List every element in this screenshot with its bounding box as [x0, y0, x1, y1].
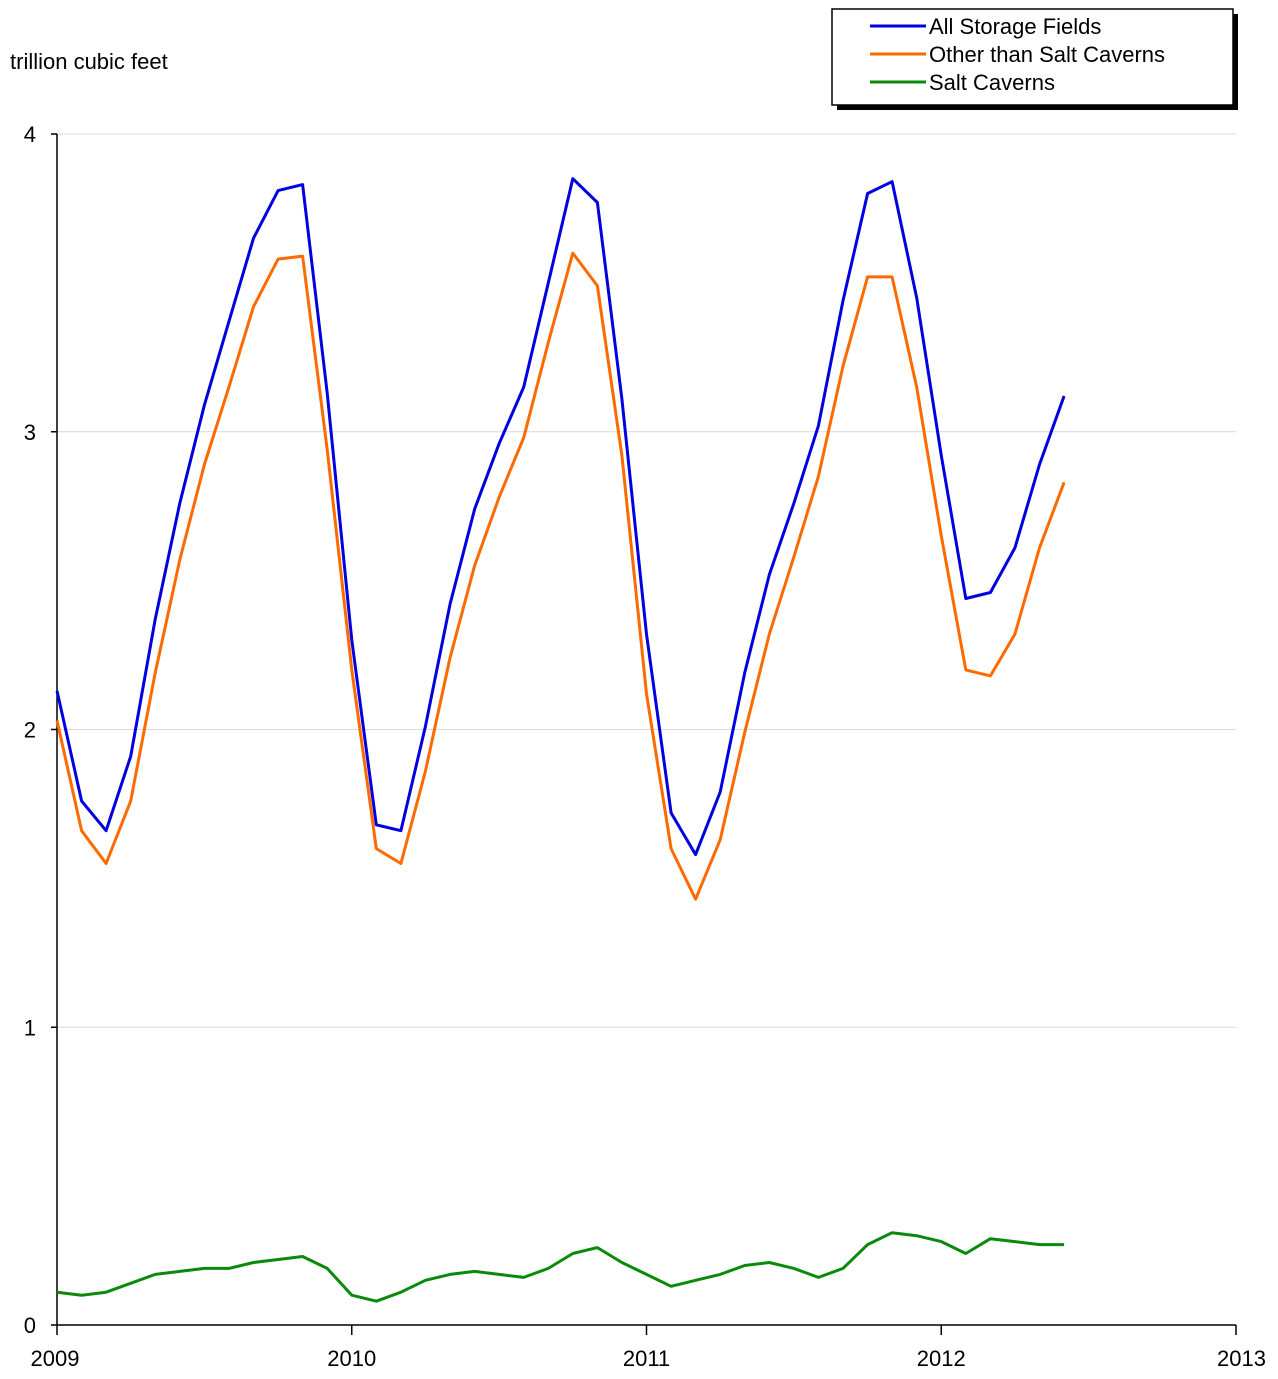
x-tick-label: 2012: [917, 1346, 966, 1371]
x-axis-ticks: 2009 2010 2011 2012 2013: [31, 1324, 1266, 1371]
series-line-all-storage-fields: [55, 177, 1066, 857]
x-tick-label: 2011: [623, 1346, 670, 1371]
series-line-other-than-salt-caverns: [55, 251, 1066, 901]
y-axis-title: trillion cubic feet: [10, 49, 168, 74]
y-axis-ticks: 0 1 2 3 4: [24, 122, 58, 1338]
legend-box: [831, 8, 1234, 106]
legend-label: All Storage Fields: [929, 14, 1101, 39]
y-tick-label: 4: [24, 122, 36, 147]
legend-label: Other than Salt Caverns: [929, 42, 1165, 67]
x-tick-label: 2013: [1217, 1346, 1266, 1371]
legend: All Storage Fields Other than Salt Cavern…: [831, 8, 1238, 110]
y-tick-label: 2: [24, 718, 36, 743]
series-line-salt-caverns: [56, 1231, 1065, 1303]
gridlines: [57, 133, 1236, 1028]
y-tick-label: 1: [24, 1015, 36, 1040]
x-tick-label: 2009: [31, 1346, 80, 1371]
x-tick-label: 2010: [327, 1346, 376, 1371]
y-tick-label: 3: [24, 420, 36, 445]
series-lines: [55, 177, 1066, 1303]
y-tick-label: 0: [24, 1313, 36, 1338]
legend-label: Salt Caverns: [929, 70, 1055, 95]
